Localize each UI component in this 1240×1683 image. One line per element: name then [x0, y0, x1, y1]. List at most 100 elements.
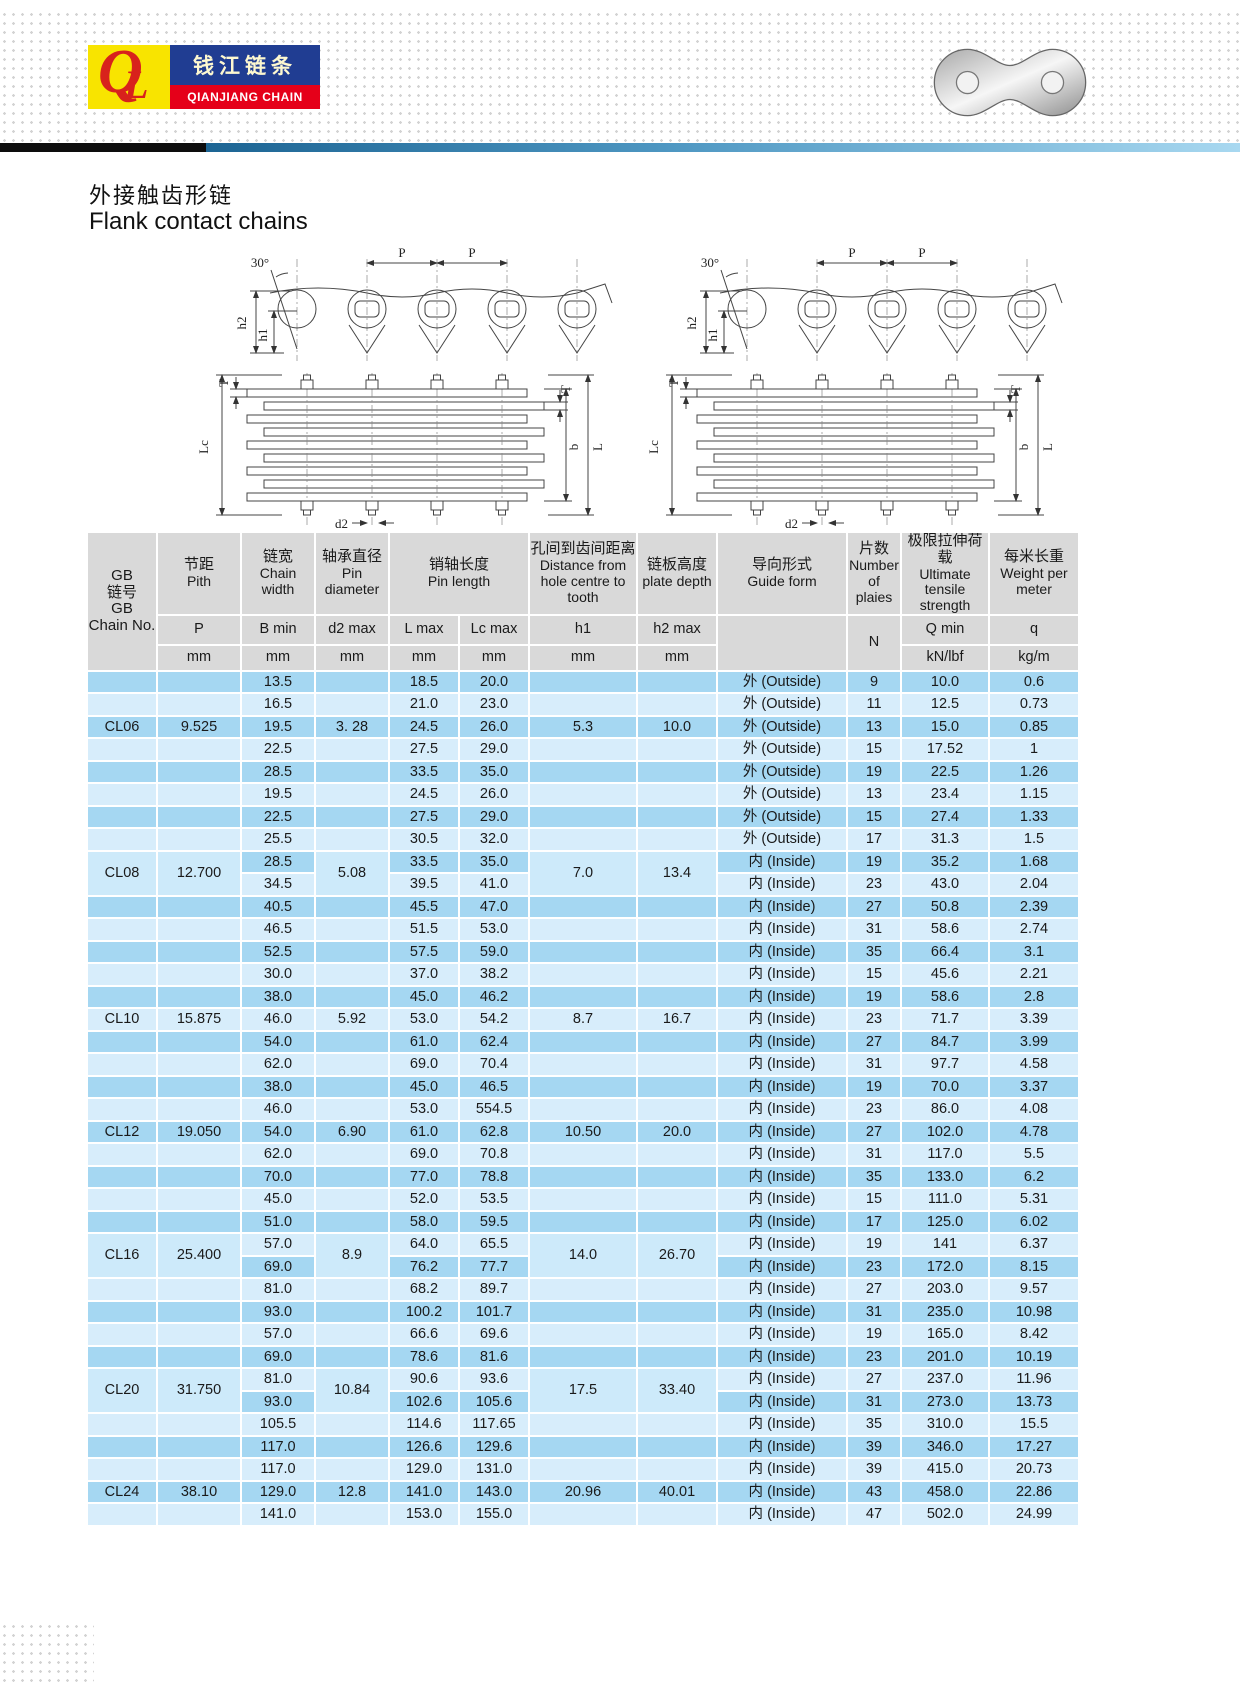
cell-h1-empty	[530, 694, 636, 715]
cell-chain-width: 93.0	[242, 1301, 314, 1323]
spec-table: GB 链号 GB Chain No. 节距 Pith 链宽 Chain width …	[86, 531, 1080, 1527]
cell-chain-no: CL10	[88, 1009, 156, 1030]
unit-pin-diameter: mm	[316, 645, 388, 670]
cell-guide-form: 内 (Inside)	[718, 1436, 846, 1458]
cell-lc-max: 78.8	[460, 1166, 528, 1188]
cell-weight: 6.37	[990, 1234, 1078, 1255]
chain-plate-illustration	[925, 40, 1095, 126]
cell-l-max: 33.5	[390, 851, 458, 873]
cell-pin-diameter-empty	[316, 1301, 388, 1323]
unit-h2-max: mm	[638, 645, 716, 670]
cell-weight: 9.57	[990, 1279, 1078, 1300]
cell-chain-no-empty	[88, 739, 156, 760]
cell-plies: 15	[848, 964, 900, 985]
cell-pitch: 9.525	[158, 716, 240, 738]
cell-plies: 23	[848, 1009, 900, 1030]
sym-pitch: P	[158, 615, 240, 644]
cell-h2: 20.0	[638, 1121, 716, 1143]
chain-diagram-right: 30° P P h2 h1 Lc b L	[622, 243, 1067, 535]
cell-pitch-empty	[158, 1099, 240, 1120]
cell-q-min: 23.4	[902, 784, 988, 805]
cell-chain-no-empty	[88, 806, 156, 828]
cell-q-min: 58.6	[902, 919, 988, 940]
cell-l-max: 58.0	[390, 1211, 458, 1233]
cell-h2-empty	[638, 1346, 716, 1368]
col-header-chain-no: GB 链号 GB Chain No.	[88, 533, 156, 670]
cell-guide-form: 内 (Inside)	[718, 1301, 846, 1323]
cell-weight: 2.04	[990, 874, 1078, 895]
cell-chain-no-empty	[88, 784, 156, 805]
table-row: 51.0 58.0 59.5 内 (Inside) 17 125.0 6.02	[88, 1211, 1078, 1233]
cell-q-min: 27.4	[902, 806, 988, 828]
cell-l-max: 52.0	[390, 1189, 458, 1210]
svg-text:P: P	[918, 245, 925, 260]
cell-lc-max: 105.6	[460, 1391, 528, 1413]
cell-q-min: 12.5	[902, 694, 988, 715]
unit-weight: kg/m	[990, 645, 1078, 670]
cell-lc-max: 32.0	[460, 829, 528, 850]
svg-text:T: T	[558, 385, 573, 393]
cell-lc-max: 59.5	[460, 1211, 528, 1233]
cell-chain-no-empty	[88, 1189, 156, 1210]
cell-chain-no-empty	[88, 986, 156, 1008]
table-row: 62.0 69.0 70.8 内 (Inside) 31 117.0 5.5	[88, 1144, 1078, 1165]
cell-h1: 17.5	[530, 1369, 636, 1413]
svg-text:h2: h2	[684, 317, 699, 330]
cell-weight: 22.86	[990, 1481, 1078, 1503]
cell-plies: 31	[848, 1391, 900, 1413]
cell-plies: 17	[848, 829, 900, 850]
svg-text:Lc: Lc	[646, 440, 661, 454]
cell-pitch: 19.050	[158, 1121, 240, 1143]
cell-pin-diameter-empty	[316, 941, 388, 963]
cell-q-min: 415.0	[902, 1459, 988, 1480]
cell-chain-width: 57.0	[242, 1234, 314, 1255]
cell-chain-no-empty	[88, 829, 156, 850]
cell-h2-empty	[638, 1099, 716, 1120]
cell-guide-form: 内 (Inside)	[718, 1481, 846, 1503]
cell-l-max: 126.6	[390, 1436, 458, 1458]
cell-weight: 0.6	[990, 671, 1078, 693]
cell-lc-max: 65.5	[460, 1234, 528, 1255]
cell-l-max: 27.5	[390, 739, 458, 760]
cell-l-max: 57.5	[390, 941, 458, 963]
cell-h1-empty	[530, 1459, 636, 1480]
unit-h1: mm	[530, 645, 636, 670]
cell-guide-form: 内 (Inside)	[718, 851, 846, 873]
sym-lc-max: Lc max	[460, 615, 528, 644]
cell-plies: 27	[848, 1369, 900, 1390]
cell-pin-diameter-empty	[316, 919, 388, 940]
cell-lc-max: 53.0	[460, 919, 528, 940]
cell-chain-width: 62.0	[242, 1144, 314, 1165]
cell-guide-form: 内 (Inside)	[718, 1166, 846, 1188]
chain-group-cl12: 38.0 45.0 46.5 内 (Inside) 19 70.0 3.37 46.0 53.0…	[88, 1076, 1078, 1188]
cell-chain-width: 52.5	[242, 941, 314, 963]
cell-plies: 13	[848, 784, 900, 805]
cell-chain-no-empty	[88, 919, 156, 940]
cell-h2-empty	[638, 1504, 716, 1525]
cell-pitch-empty	[158, 806, 240, 828]
cell-h1: 10.50	[530, 1121, 636, 1143]
cell-plies: 19	[848, 761, 900, 783]
cell-pin-diameter-empty	[316, 739, 388, 760]
cell-pitch-empty	[158, 1324, 240, 1345]
cell-chain-width: 13.5	[242, 671, 314, 693]
col-header-plate-depth: 链板高度 plate depth	[638, 533, 716, 614]
cell-h1: 5.3	[530, 716, 636, 738]
col-header-distance: 孔间到齿间距离 Distance from hole centre to toot…	[530, 533, 636, 614]
cell-chain-no-empty	[88, 941, 156, 963]
cell-l-max: 78.6	[390, 1346, 458, 1368]
cell-pitch: 25.400	[158, 1234, 240, 1278]
cell-guide-form: 内 (Inside)	[718, 1234, 846, 1255]
cell-h2-empty	[638, 806, 716, 828]
svg-text:T: T	[216, 379, 231, 387]
cell-chain-width: 22.5	[242, 739, 314, 760]
table-row: 19.5 24.5 26.0 外 (Outside) 13 23.4 1.15	[88, 784, 1078, 805]
cell-lc-max: 131.0	[460, 1459, 528, 1480]
cell-weight: 17.27	[990, 1436, 1078, 1458]
cell-pitch-empty	[158, 919, 240, 940]
cell-h2-empty	[638, 986, 716, 1008]
unit-lc-max: mm	[460, 645, 528, 670]
page-title-en: Flank contact chains	[89, 208, 308, 235]
cell-guide-form: 外 (Outside)	[718, 671, 846, 693]
